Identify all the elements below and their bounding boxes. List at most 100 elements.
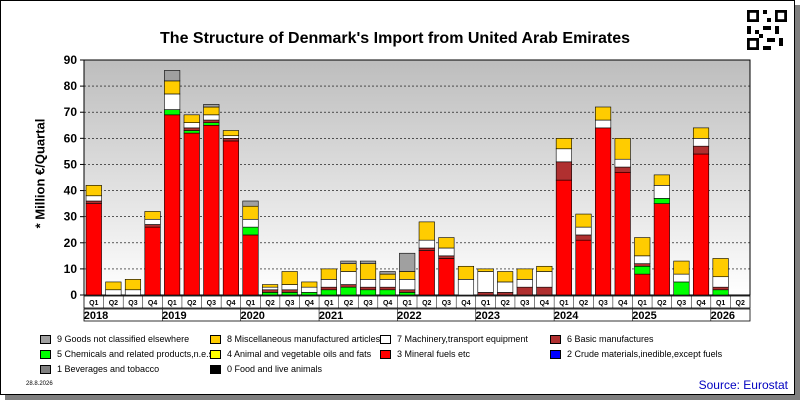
- quarter-label: Q4: [540, 300, 549, 307]
- bar-segment: [359, 286, 377, 291]
- bar-segment: [203, 114, 220, 121]
- source-link[interactable]: Source: Eurostat: [698, 378, 788, 392]
- bar-segment: [359, 279, 377, 288]
- bar-segment: [262, 289, 279, 293]
- bar-segment: [281, 292, 298, 296]
- legend-label: 6 Basic manufactures: [567, 334, 654, 344]
- quarter-label: Q1: [403, 300, 412, 307]
- bar-segment: [85, 203, 102, 296]
- quarter-label: Q1: [559, 300, 568, 307]
- bar-segment: [536, 286, 553, 296]
- bar-segment: [418, 247, 435, 251]
- bar-segment: [222, 130, 239, 137]
- bar-segment: [497, 292, 514, 296]
- bar-segment: [85, 185, 102, 197]
- legend-item: 3 Mineral fuels etc: [380, 349, 470, 359]
- bar-segment: [555, 138, 572, 150]
- bar-segment: [242, 226, 259, 236]
- bar-segment: [673, 260, 690, 275]
- y-tick-label: 0: [70, 288, 77, 302]
- bar-segment: [653, 198, 670, 204]
- bar-segment: [692, 127, 710, 139]
- bar-segment: [144, 224, 161, 228]
- bar-segment: [712, 289, 729, 296]
- bar-segment: [105, 289, 122, 296]
- bar-segment: [634, 255, 651, 264]
- legend-swatch: [40, 364, 51, 374]
- bar-segment: [281, 271, 298, 285]
- bar-segment: [183, 132, 200, 296]
- quarter-label: Q3: [207, 300, 216, 307]
- bar-segment: [614, 138, 631, 160]
- bar-segment: [399, 289, 416, 293]
- quarter-label: Q4: [461, 300, 470, 307]
- qr-code-icon[interactable]: [747, 10, 787, 50]
- bar-segment: [124, 289, 142, 296]
- bar-segment: [692, 145, 710, 155]
- year-label: 2023: [476, 310, 500, 322]
- legend-label: 0 Food and live animals: [227, 364, 323, 374]
- bar-segment: [301, 286, 318, 293]
- bar-segment: [320, 286, 337, 291]
- bar-segment: [242, 218, 259, 228]
- bar-segment: [457, 265, 475, 280]
- year-label: 2026: [711, 310, 735, 322]
- bar-segment: [614, 166, 631, 173]
- bar-segment: [595, 119, 612, 129]
- bar-segment: [183, 122, 200, 129]
- quarter-label: Q2: [344, 300, 353, 307]
- quarter-label: Q4: [226, 300, 235, 307]
- bar-segment: [320, 268, 337, 280]
- bar-segment: [183, 130, 200, 134]
- bar-segment: [203, 106, 220, 116]
- bar-segment: [320, 279, 337, 288]
- legend-swatch: [210, 334, 221, 344]
- bar-segment: [203, 122, 220, 126]
- bar-segment: [653, 185, 670, 199]
- legend-item: 5 Chemicals and related products,n.e.s.: [40, 349, 216, 359]
- legend-item: 6 Basic manufactures: [550, 334, 654, 344]
- bar-segment: [516, 286, 533, 296]
- bar-segment: [379, 279, 396, 288]
- bar-segment: [399, 271, 416, 280]
- bar-segment: [124, 279, 142, 291]
- legend-label: 5 Chemicals and related products,n.e.s.: [57, 349, 216, 359]
- bar-segment: [399, 279, 416, 291]
- legend-swatch: [550, 334, 561, 344]
- quarter-label: Q4: [618, 300, 627, 307]
- bar-segment: [379, 273, 396, 280]
- quarter-label: Q2: [736, 300, 745, 307]
- bar-segment: [203, 104, 220, 108]
- bar-segment: [634, 265, 651, 275]
- legend-item: 8 Miscellaneous manufactured articles: [210, 334, 380, 344]
- bar-segment: [164, 80, 181, 95]
- bar-segment: [242, 205, 259, 220]
- y-tick-label: 70: [64, 105, 78, 119]
- quarter-label: Q3: [363, 300, 372, 307]
- y-tick-label: 10: [64, 262, 78, 276]
- legend-label: 7 Machinery,transport equipment: [397, 334, 528, 344]
- year-label: 2025: [632, 310, 656, 322]
- bar-segment: [575, 213, 592, 228]
- bar-segment: [575, 239, 592, 296]
- y-tick-label: 20: [64, 236, 78, 250]
- date-stamp: 28.8.2026: [26, 381, 53, 387]
- quarter-label: Q2: [422, 300, 431, 307]
- legend-label: 8 Miscellaneous manufactured articles: [227, 334, 381, 344]
- bar-segment: [399, 292, 416, 296]
- bar-segment: [536, 265, 553, 272]
- quarter-label: Q4: [305, 300, 314, 307]
- bar-segment: [340, 284, 357, 288]
- year-label: 2018: [84, 310, 108, 322]
- bar-segment: [359, 260, 377, 264]
- year-axis: [83, 308, 751, 322]
- bar-segment: [477, 271, 494, 293]
- quarter-label: Q3: [285, 300, 294, 307]
- bar-segment: [418, 221, 435, 241]
- bar-segment: [262, 284, 279, 288]
- bar-segment: [359, 263, 377, 280]
- bar-segment: [653, 174, 670, 186]
- bar-segment: [301, 281, 318, 288]
- y-tick-label: 90: [64, 53, 78, 67]
